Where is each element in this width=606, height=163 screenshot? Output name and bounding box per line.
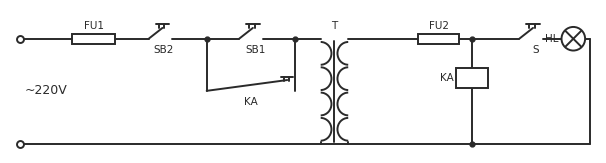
Bar bbox=[418, 34, 459, 44]
Text: FU1: FU1 bbox=[84, 21, 104, 31]
Text: KA: KA bbox=[244, 97, 258, 107]
Text: ~220V: ~220V bbox=[25, 84, 68, 97]
Text: FU2: FU2 bbox=[428, 21, 448, 31]
Text: SB1: SB1 bbox=[245, 45, 266, 55]
Text: SB2: SB2 bbox=[153, 45, 173, 55]
Text: T: T bbox=[331, 21, 338, 31]
Bar bbox=[72, 34, 115, 44]
Text: S: S bbox=[533, 45, 539, 55]
Text: KA: KA bbox=[439, 73, 453, 83]
Text: HL: HL bbox=[545, 34, 559, 44]
Bar bbox=[456, 68, 488, 88]
Circle shape bbox=[562, 27, 585, 51]
